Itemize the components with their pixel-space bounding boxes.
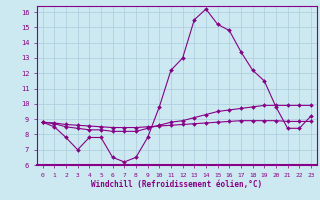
X-axis label: Windchill (Refroidissement éolien,°C): Windchill (Refroidissement éolien,°C) bbox=[91, 180, 262, 189]
